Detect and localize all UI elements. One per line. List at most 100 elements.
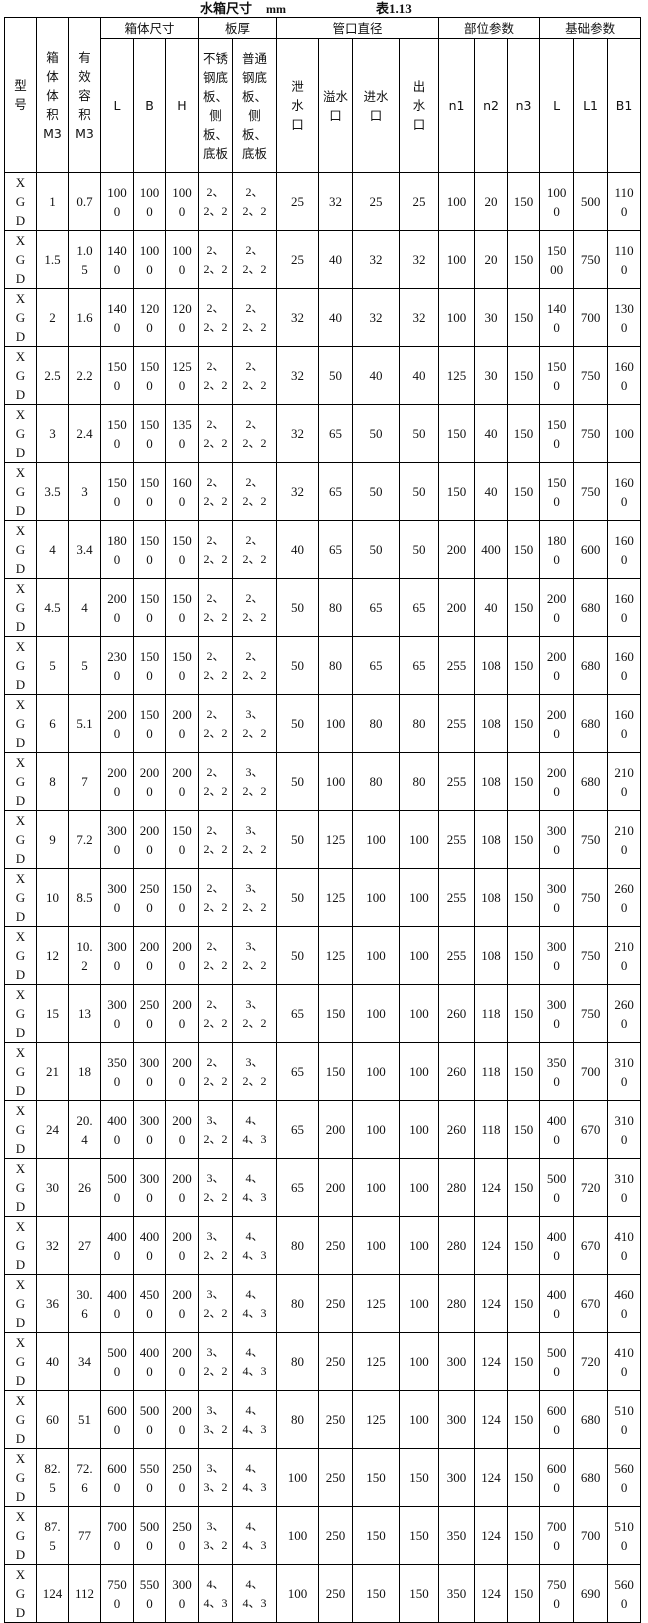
header-box-2: H	[164, 38, 200, 173]
cell-base-b1: 5100	[607, 1390, 642, 1449]
cell-model: XGD	[4, 926, 37, 985]
cell-inlet: 100	[352, 1100, 401, 1159]
cell-model: XGD	[4, 1506, 37, 1565]
cell-model: XGD	[4, 636, 37, 695]
cell-n2: 108	[474, 810, 509, 869]
cell-n3: 150	[507, 752, 541, 811]
cell-box-l: 1400	[100, 288, 134, 347]
cell-n2: 108	[474, 694, 509, 753]
cell-n2: 124	[474, 1158, 509, 1217]
cell-outlet: 65	[399, 636, 440, 695]
cell-n2: 124	[474, 1216, 509, 1275]
cell-base-b1: 2600	[607, 868, 642, 927]
cell-effective-volume: 7.2	[68, 810, 101, 869]
cell-n2: 124	[474, 1506, 509, 1565]
cell-base-l: 3500	[539, 1042, 575, 1101]
cell-volume: 87.5	[36, 1506, 69, 1565]
cell-drain: 50	[276, 868, 320, 927]
cell-box-h: 1500	[164, 810, 200, 869]
cell-box-l: 5000	[100, 1158, 134, 1217]
cell-drain: 25	[276, 172, 320, 231]
cell-base-l: 1400	[539, 288, 575, 347]
cell-effective-volume: 1.6	[68, 288, 101, 347]
cell-box-h: 1500	[164, 578, 200, 637]
cell-plate-steel: 3、2、2	[232, 984, 278, 1043]
cell-n3: 150	[507, 1506, 541, 1565]
cell-effective-volume: 20.4	[68, 1100, 101, 1159]
cell-box-h: 3000	[164, 1564, 200, 1623]
cell-box-b: 2000	[133, 926, 166, 985]
cell-box-b: 1500	[133, 694, 166, 753]
table-row: XGD 1 0.7 1000 1000 1000 2、2、2 2、2、2 25 32 25 25 100…	[4, 172, 642, 231]
cell-drain: 32	[276, 462, 320, 521]
cell-overflow: 250	[318, 1564, 354, 1623]
cell-outlet: 65	[399, 578, 440, 637]
cell-inlet: 100	[352, 926, 401, 985]
cell-model: XGD	[4, 1564, 37, 1623]
cell-n3: 150	[507, 1274, 541, 1333]
cell-n3: 150	[507, 1564, 541, 1623]
cell-plate-steel: 2、2、2	[232, 346, 278, 405]
cell-base-l1: 720	[573, 1332, 609, 1391]
cell-effective-volume: 2.4	[68, 404, 101, 463]
cell-inlet: 100	[352, 810, 401, 869]
cell-plate-stainless: 2、2、2	[198, 926, 234, 985]
cell-plate-stainless: 2、2、2	[198, 404, 234, 463]
cell-model: XGD	[4, 1216, 37, 1275]
cell-base-l: 2000	[539, 578, 575, 637]
cell-base-b1: 1100	[607, 172, 642, 231]
cell-outlet: 150	[399, 1448, 440, 1507]
cell-overflow: 80	[318, 578, 354, 637]
cell-drain: 80	[276, 1274, 320, 1333]
cell-base-l1: 750	[573, 462, 609, 521]
cell-volume: 5	[36, 636, 69, 695]
cell-base-b1: 100	[607, 404, 642, 463]
cell-volume: 8	[36, 752, 69, 811]
table-row: XGD 15 13 3000 2500 2000 2、2、2 3、2、2 65 150 100 100…	[4, 984, 642, 1043]
cell-n3: 150	[507, 810, 541, 869]
cell-base-b1: 2100	[607, 926, 642, 985]
cell-base-l1: 750	[573, 810, 609, 869]
cell-overflow: 40	[318, 288, 354, 347]
cell-base-l: 5000	[539, 1158, 575, 1217]
cell-drain: 50	[276, 636, 320, 695]
cell-box-h: 1200	[164, 288, 200, 347]
cell-volume: 60	[36, 1390, 69, 1449]
cell-overflow: 250	[318, 1448, 354, 1507]
cell-box-b: 3000	[133, 1100, 166, 1159]
cell-plate-stainless: 3、2、2	[198, 1158, 234, 1217]
cell-base-b1: 3100	[607, 1158, 642, 1217]
cell-plate-steel: 3、2、2	[232, 1042, 278, 1101]
cell-box-l: 7500	[100, 1564, 134, 1623]
cell-box-h: 2000	[164, 1390, 200, 1449]
cell-outlet: 32	[399, 230, 440, 289]
cell-volume: 9	[36, 810, 69, 869]
cell-overflow: 100	[318, 694, 354, 753]
cell-base-b1: 1600	[607, 578, 642, 637]
cell-box-h: 2000	[164, 1158, 200, 1217]
table-row: XGD 124 112 7500 5500 3000 4、4、3 4、4、3 100 250 150…	[4, 1564, 642, 1623]
cell-box-b: 1500	[133, 346, 166, 405]
cell-volume: 15	[36, 984, 69, 1043]
table-row: XGD 60 51 6000 5000 2000 3、3、2 4、4、3 80 250 125 100…	[4, 1390, 642, 1449]
cell-volume: 10	[36, 868, 69, 927]
cell-overflow: 125	[318, 868, 354, 927]
cell-n2: 108	[474, 752, 509, 811]
cell-plate-steel: 2、2、2	[232, 462, 278, 521]
cell-base-l1: 680	[573, 578, 609, 637]
cell-volume: 24	[36, 1100, 69, 1159]
cell-volume: 30	[36, 1158, 69, 1217]
cell-box-l: 1800	[100, 520, 134, 579]
cell-drain: 32	[276, 404, 320, 463]
cell-overflow: 250	[318, 1332, 354, 1391]
header-base-0: L	[539, 38, 575, 173]
cell-plate-stainless: 3、2、2	[198, 1274, 234, 1333]
table-row: XGD 2.5 2.2 1500 1500 1250 2、2、2 2、2、2 32 50 40 40 1…	[4, 346, 642, 405]
cell-base-l: 7000	[539, 1506, 575, 1565]
cell-effective-volume: 0.7	[68, 172, 101, 231]
table-row: XGD 12 10.2 3000 2000 2000 2、2、2 3、2、2 50 125 100 1…	[4, 926, 642, 985]
cell-base-l1: 680	[573, 1390, 609, 1449]
header-part-0: n1	[438, 38, 476, 173]
header-group-box-size: 箱体尺寸	[99, 17, 200, 39]
cell-plate-steel: 3、2、2	[232, 926, 278, 985]
